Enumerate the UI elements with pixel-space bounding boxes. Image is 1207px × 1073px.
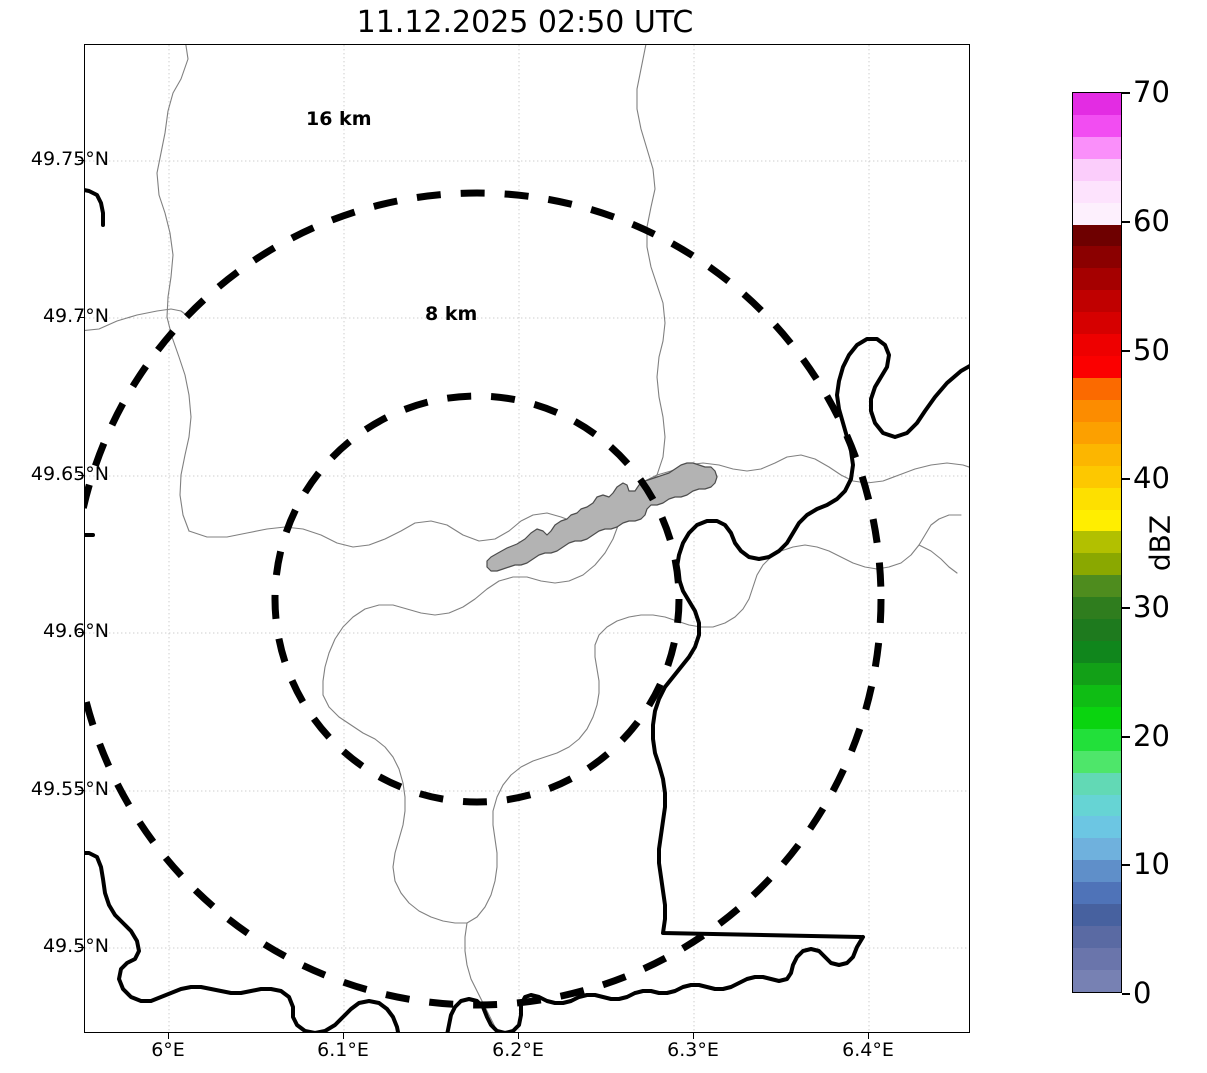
colorbar-band-11 (1073, 334, 1121, 357)
colorbar-band-22 (1073, 575, 1121, 598)
colorbar-band-26 (1073, 662, 1121, 685)
colorbar-band-3 (1073, 158, 1121, 181)
colorbar-band-0 (1073, 93, 1121, 115)
colorbar-band-30 (1073, 750, 1121, 773)
colorbar-gradient-strip (1073, 93, 1121, 992)
colorbar-band-29 (1073, 728, 1121, 751)
xtick-mark (693, 1033, 695, 1039)
colorbar-band-2 (1073, 136, 1121, 159)
colorbar-band-15 (1073, 421, 1121, 444)
ytick-mark (78, 790, 84, 792)
colorbar-band-23 (1073, 597, 1121, 620)
colorbar-band-28 (1073, 706, 1121, 729)
xtick-mark (518, 1033, 520, 1039)
colorbar-band-25 (1073, 641, 1121, 663)
colorbar[interactable] (1072, 92, 1122, 993)
colorbar-label-50: 50 (1133, 333, 1170, 367)
ytick-mark (78, 160, 84, 162)
xtick-label-6: 6°E (151, 1039, 185, 1061)
colorbar-label-10: 10 (1133, 847, 1170, 881)
colorbar-band-8 (1073, 268, 1121, 291)
ytick-mark (78, 475, 84, 477)
range-ring-16km-label: 16 km (306, 108, 372, 130)
colorbar-band-35 (1073, 860, 1121, 883)
colorbar-label-60: 60 (1133, 204, 1170, 238)
range-ring-8km (271, 392, 683, 806)
colorbar-band-36 (1073, 882, 1121, 905)
colorbar-tick-20 (1122, 736, 1130, 738)
colorbar-band-33 (1073, 816, 1121, 839)
colorbar-band-38 (1073, 926, 1121, 948)
xtick-label-6.1: 6.1°E (317, 1039, 369, 1061)
colorbar-band-27 (1073, 684, 1121, 707)
xtick-mark (868, 1033, 870, 1039)
colorbar-band-31 (1073, 772, 1121, 795)
xtick-label-6.4: 6.4°E (842, 1039, 894, 1061)
xtick-label-6.3: 6.3°E (667, 1039, 719, 1061)
map-canvas (85, 45, 969, 1032)
colorbar-band-9 (1073, 290, 1121, 313)
colorbar-tick-50 (1122, 350, 1130, 352)
colorbar-band-14 (1073, 399, 1121, 422)
colorbar-tick-10 (1122, 864, 1130, 866)
colorbar-band-32 (1073, 794, 1121, 817)
colorbar-axis-title: dBZ (1143, 514, 1177, 572)
colorbar-tick-0 (1122, 993, 1130, 995)
colorbar-tick-30 (1122, 607, 1130, 609)
colorbar-band-24 (1073, 619, 1121, 642)
colorbar-band-7 (1073, 246, 1121, 269)
water-body-polygon (486, 462, 718, 572)
xtick-mark (343, 1033, 345, 1039)
colorbar-band-13 (1073, 377, 1121, 400)
colorbar-band-1 (1073, 114, 1121, 137)
range-ring-16km (85, 189, 885, 1009)
colorbar-band-34 (1073, 838, 1121, 861)
xtick-label-6.2: 6.2°E (492, 1039, 544, 1061)
colorbar-band-12 (1073, 356, 1121, 378)
ytick-mark (78, 947, 84, 949)
colorbar-band-5 (1073, 202, 1121, 225)
colorbar-tick-40 (1122, 478, 1130, 480)
colorbar-tick-70 (1122, 92, 1130, 94)
colorbar-band-19 (1073, 509, 1121, 532)
colorbar-band-16 (1073, 443, 1121, 466)
colorbar-label-70: 70 (1133, 75, 1170, 109)
colorbar-label-40: 40 (1133, 461, 1170, 495)
colorbar-band-17 (1073, 465, 1121, 488)
colorbar-band-18 (1073, 487, 1121, 510)
colorbar-band-21 (1073, 553, 1121, 576)
xtick-mark (168, 1033, 170, 1039)
national-border (85, 188, 969, 1032)
map-plot-area[interactable]: 16 km 8 km (84, 44, 970, 1033)
range-ring-8km-label: 8 km (425, 303, 478, 325)
ytick-mark (78, 317, 84, 319)
page-title: 11.12.2025 02:50 UTC (356, 5, 694, 40)
colorbar-band-40 (1073, 969, 1121, 992)
colorbar-band-39 (1073, 947, 1121, 970)
colorbar-label-30: 30 (1133, 590, 1170, 624)
colorbar-band-10 (1073, 312, 1121, 335)
colorbar-band-6 (1073, 224, 1121, 247)
colorbar-band-20 (1073, 531, 1121, 554)
range-rings (85, 189, 885, 1009)
colorbar-band-4 (1073, 180, 1121, 203)
grid-lines (85, 45, 969, 1032)
colorbar-band-37 (1073, 904, 1121, 927)
colorbar-label-20: 20 (1133, 719, 1170, 753)
colorbar-tick-60 (1122, 221, 1130, 223)
colorbar-label-0: 0 (1133, 976, 1152, 1010)
ytick-mark (78, 632, 84, 634)
